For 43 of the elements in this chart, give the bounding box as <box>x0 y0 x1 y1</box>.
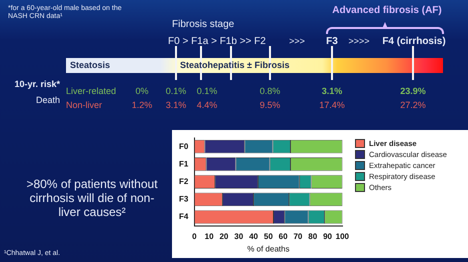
text: 9.5% <box>258 100 282 110</box>
x-tick-label: 40 <box>249 232 259 241</box>
text: Non-liver <box>66 100 102 110</box>
text: 3.1% <box>164 100 188 110</box>
x-tick-label: 50 <box>264 232 274 241</box>
x-axis-title: % of deaths <box>247 244 290 254</box>
text: Liver-related <box>66 86 118 96</box>
x-tick-label: 20 <box>219 232 229 241</box>
x-tick-label: 90 <box>323 232 333 241</box>
text: 4.4% <box>196 100 218 110</box>
x-tick-label: 10 <box>204 232 214 241</box>
text: F0 > F1a > F1b >> F2 <box>168 36 267 48</box>
text: 23.9% <box>399 86 427 96</box>
text: 17.4% <box>318 100 346 110</box>
text: Advanced fibrosis (AF) <box>331 5 443 16</box>
x-tick-label: 70 <box>293 232 303 241</box>
text: Steatohepatitis ± Fibrosis <box>180 60 290 70</box>
x-tick-label: 0 <box>192 232 198 241</box>
text: 27.2% <box>399 100 427 110</box>
text: 1.2% <box>130 100 154 110</box>
text: 0.1% <box>196 86 218 96</box>
y-tick-label: F1 <box>178 159 189 168</box>
text: 3.1% <box>320 86 344 96</box>
text: 0.8% <box>258 86 282 96</box>
text: >80% of patients without cirrhosis will die of non-liver causes² <box>25 177 159 220</box>
text: F3 <box>325 36 339 48</box>
x-tick-label: 60 <box>278 232 288 241</box>
text: 0% <box>134 86 150 96</box>
text: >>>> <box>347 36 371 46</box>
text: Steatosis <box>70 60 112 70</box>
text: Fibrosis stage <box>172 19 236 30</box>
y-tick-label: F4 <box>178 212 189 222</box>
text: Death <box>34 95 60 106</box>
text: 0.1% <box>164 86 188 96</box>
text: >>> <box>288 36 306 46</box>
y-tick-label: F2 <box>178 177 189 186</box>
x-tick-label: 100 <box>336 232 350 241</box>
x-tick-label: 80 <box>308 232 318 241</box>
text: 10-yr. risk* <box>13 79 60 90</box>
y-tick-label: F0 <box>178 142 189 151</box>
y-tick-label: F3 <box>178 194 189 204</box>
text: F4 (cirrhosis) <box>381 36 447 48</box>
x-tick-label: 30 <box>234 232 244 241</box>
